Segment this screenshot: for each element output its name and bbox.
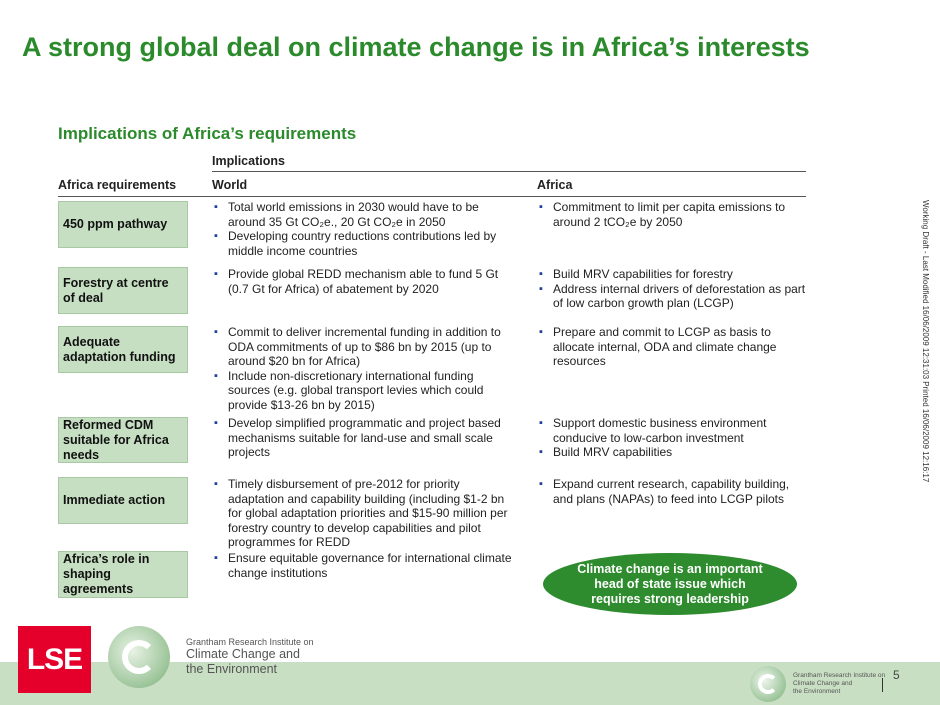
requirement-adaptation: Adequate adaptation funding (58, 326, 188, 373)
small-org-line-2: Climate Change and (793, 680, 853, 687)
org-line-3: the Environment (186, 662, 278, 676)
requirement-immediate-action: Immediate action (58, 477, 188, 524)
page-number: 5 (893, 668, 900, 682)
world-cell-450-ppm: Total world emissions in 2030 would have… (212, 200, 517, 258)
list-item: Total world emissions in 2030 would have… (212, 200, 517, 229)
callout-oval: Climate change is an important head of s… (543, 553, 797, 615)
list-item: Commitment to limit per capita emissions… (537, 200, 807, 229)
list-item: Expand current research, capability buil… (537, 477, 807, 506)
list-item: Build MRV capabilities for forestry (537, 267, 807, 282)
list-item: Prepare and commit to LCGP as basis to a… (537, 325, 807, 369)
africa-cell-450-ppm: Commitment to limit per capita emissions… (537, 200, 807, 229)
list-item: Include non-discretionary international … (212, 369, 517, 413)
small-org-line-3: the Environment (793, 688, 841, 695)
africa-requirements-header: Africa requirements (58, 178, 177, 192)
header-rule (58, 196, 806, 197)
slide-subtitle: Implications of Africa’s requirements (58, 124, 357, 143)
requirement-forestry: Forestry at centre of deal (58, 267, 188, 314)
list-item: Support domestic business environment co… (537, 416, 807, 445)
africa-cell-forestry: Build MRV capabilities for forestry Addr… (537, 267, 807, 311)
grantham-org-name: Grantham Research Institute on Climate C… (186, 637, 314, 677)
africa-cell-adaptation: Prepare and commit to LCGP as basis to a… (537, 325, 807, 369)
grantham-logo-icon (108, 626, 170, 688)
list-item: Build MRV capabilities (537, 445, 807, 460)
slide-title: A strong global deal on climate change i… (22, 32, 810, 62)
requirement-cdm: Reformed CDM suitable for Africa needs (58, 417, 188, 463)
implications-rule (212, 171, 806, 172)
list-item: Timely disbursement of pre-2012 for prio… (212, 477, 517, 550)
grantham-small-org-name: Grantham Research Institute on Climate C… (793, 672, 885, 696)
list-item: Commit to deliver incremental funding in… (212, 325, 517, 369)
grantham-small-logo-icon (750, 666, 786, 702)
world-cell-immediate-action: Timely disbursement of pre-2012 for prio… (212, 477, 517, 550)
lse-logo: LSE (18, 626, 91, 693)
implications-header: Implications (212, 154, 285, 168)
africa-cell-cdm: Support domestic business environment co… (537, 416, 807, 460)
list-item: Provide global REDD mechanism able to fu… (212, 267, 517, 296)
africa-column-header: Africa (537, 178, 573, 192)
list-item: Developing country reductions contributi… (212, 229, 517, 258)
world-cell-adaptation: Commit to deliver incremental funding in… (212, 325, 517, 412)
requirement-450-ppm: 450 ppm pathway (58, 201, 188, 248)
org-line-2: Climate Change and (186, 647, 300, 661)
requirement-africa-role: Africa’s role in shaping agreements (58, 551, 188, 598)
world-cell-forestry: Provide global REDD mechanism able to fu… (212, 267, 517, 296)
list-item: Address internal drivers of deforestatio… (537, 282, 807, 311)
draft-side-note: Working Draft - Last Modified 16/06/2009… (921, 200, 930, 483)
world-column-header: World (212, 178, 248, 192)
list-item: Ensure equitable governance for internat… (212, 551, 517, 580)
world-cell-cdm: Develop simplified programmatic and proj… (212, 416, 517, 460)
list-item: Develop simplified programmatic and proj… (212, 416, 517, 460)
world-cell-africa-role: Ensure equitable governance for internat… (212, 551, 517, 580)
small-org-line-1: Grantham Research Institute on (793, 672, 886, 679)
footer-divider (882, 678, 883, 692)
org-line-1: Grantham Research Institute on (186, 637, 314, 647)
africa-cell-immediate-action: Expand current research, capability buil… (537, 477, 807, 506)
